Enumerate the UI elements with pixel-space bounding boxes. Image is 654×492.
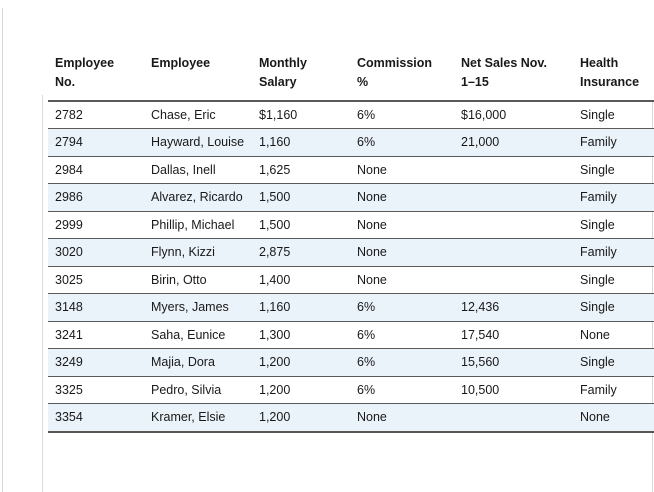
cell-employee[interactable]: Phillip, Michael [144, 211, 252, 239]
column-header-employee: Employee [144, 0, 252, 102]
table-row[interactable]: 2794 Hayward, Louise 1,160 6% 21,000 Family [48, 128, 654, 157]
cell-commission-pct[interactable]: None [350, 156, 454, 184]
cell-employee-no[interactable]: 2782 [48, 100, 144, 129]
cell-health-insurance[interactable]: Single [573, 100, 654, 129]
table-row[interactable]: 2986 Alvarez, Ricardo 1,500 None Family [48, 183, 654, 212]
cell-health-insurance[interactable]: Single [573, 266, 654, 294]
table-body: 2782 Chase, Eric $1,160 6% $16,000 Single 2794… [48, 100, 654, 433]
table-header-row: Employee No. Employee Monthly Salary Commis… [48, 0, 654, 102]
cell-employee-no[interactable]: 3241 [48, 321, 144, 349]
cell-commission-pct[interactable]: 6% [350, 293, 454, 322]
cell-monthly-salary[interactable]: 1,160 [252, 128, 350, 157]
cell-health-insurance[interactable]: Single [573, 293, 654, 322]
table-row[interactable]: 3025 Birin, Otto 1,400 None Single [48, 266, 654, 294]
cell-commission-pct[interactable]: None [350, 238, 454, 267]
cell-employee[interactable]: Chase, Eric [144, 100, 252, 129]
cell-health-insurance[interactable]: Single [573, 211, 654, 239]
cell-monthly-salary[interactable]: 1,200 [252, 376, 350, 404]
cell-net-sales[interactable] [454, 403, 573, 433]
cell-employee[interactable]: Kramer, Elsie [144, 403, 252, 433]
cell-monthly-salary[interactable]: 1,160 [252, 293, 350, 322]
cell-employee-no[interactable]: 2984 [48, 156, 144, 184]
cell-employee-no[interactable]: 2794 [48, 128, 144, 157]
cell-health-insurance[interactable]: Family [573, 183, 654, 212]
cell-health-insurance[interactable]: None [573, 403, 654, 433]
cell-monthly-salary[interactable]: 1,400 [252, 266, 350, 294]
column-header-commission-pct: Commission % [350, 0, 454, 102]
cell-employee[interactable]: Hayward, Louise [144, 128, 252, 157]
cell-employee-no[interactable]: 3325 [48, 376, 144, 404]
cell-commission-pct[interactable]: 6% [350, 321, 454, 349]
table-row[interactable]: 3148 Myers, James 1,160 6% 12,436 Single [48, 293, 654, 322]
cell-health-insurance[interactable]: None [573, 321, 654, 349]
cell-monthly-salary[interactable]: 1,625 [252, 156, 350, 184]
cell-employee-no[interactable]: 2986 [48, 183, 144, 212]
table-row[interactable]: 2999 Phillip, Michael 1,500 None Single [48, 211, 654, 239]
cell-employee[interactable]: Saha, Eunice [144, 321, 252, 349]
cell-net-sales[interactable]: $16,000 [454, 100, 573, 129]
cell-net-sales[interactable] [454, 183, 573, 212]
cell-employee[interactable]: Majia, Dora [144, 348, 252, 377]
cell-employee[interactable]: Myers, James [144, 293, 252, 322]
cell-commission-pct[interactable]: 6% [350, 128, 454, 157]
table-row[interactable]: 3354 Kramer, Elsie 1,200 None None [48, 403, 654, 433]
margin-guide-line [42, 95, 43, 492]
cell-monthly-salary[interactable]: 1,500 [252, 183, 350, 212]
cell-net-sales[interactable] [454, 238, 573, 267]
table-row[interactable]: 3241 Saha, Eunice 1,300 6% 17,540 None [48, 321, 654, 349]
table-row[interactable]: 3325 Pedro, Silvia 1,200 6% 10,500 Family [48, 376, 654, 404]
cell-employee[interactable]: Alvarez, Ricardo [144, 183, 252, 212]
table-header: Employee No. Employee Monthly Salary Commis… [48, 0, 654, 102]
cell-net-sales[interactable]: 21,000 [454, 128, 573, 157]
column-header-employee-no: Employee No. [48, 0, 144, 102]
cell-health-insurance[interactable]: Family [573, 376, 654, 404]
cell-employee-no[interactable]: 3025 [48, 266, 144, 294]
cell-net-sales[interactable]: 12,436 [454, 293, 573, 322]
page-left-edge-line [2, 8, 3, 492]
cell-monthly-salary[interactable]: 1,500 [252, 211, 350, 239]
cell-net-sales[interactable]: 10,500 [454, 376, 573, 404]
cell-health-insurance[interactable]: Family [573, 128, 654, 157]
cell-commission-pct[interactable]: 6% [350, 348, 454, 377]
cell-monthly-salary[interactable]: 1,200 [252, 403, 350, 433]
cell-employee-no[interactable]: 2999 [48, 211, 144, 239]
cell-employee-no[interactable]: 3148 [48, 293, 144, 322]
column-header-net-sales: Net Sales Nov. 1–15 [454, 0, 573, 102]
cell-monthly-salary[interactable]: $1,160 [252, 100, 350, 129]
table-row[interactable]: 3249 Majia, Dora 1,200 6% 15,560 Single [48, 348, 654, 377]
table-row[interactable]: 3020 Flynn, Kizzi 2,875 None Family [48, 238, 654, 267]
cell-commission-pct[interactable]: None [350, 403, 454, 433]
cell-employee-no[interactable]: 3249 [48, 348, 144, 377]
cell-net-sales[interactable] [454, 211, 573, 239]
cell-health-insurance[interactable]: Single [573, 348, 654, 377]
employee-table: Employee No. Employee Monthly Salary Commis… [48, 0, 654, 433]
cell-commission-pct[interactable]: 6% [350, 100, 454, 129]
cell-employee[interactable]: Flynn, Kizzi [144, 238, 252, 267]
cell-commission-pct[interactable]: None [350, 183, 454, 212]
cell-employee-no[interactable]: 3020 [48, 238, 144, 267]
table-row[interactable]: 2984 Dallas, Inell 1,625 None Single [48, 156, 654, 184]
cell-commission-pct[interactable]: None [350, 266, 454, 294]
column-header-health-insurance: Health Insurance [573, 0, 654, 102]
cell-net-sales[interactable]: 17,540 [454, 321, 573, 349]
cell-health-insurance[interactable]: Single [573, 156, 654, 184]
cell-monthly-salary[interactable]: 1,200 [252, 348, 350, 377]
cell-employee[interactable]: Dallas, Inell [144, 156, 252, 184]
column-header-monthly-salary: Monthly Salary [252, 0, 350, 102]
cell-employee[interactable]: Birin, Otto [144, 266, 252, 294]
cell-monthly-salary[interactable]: 1,300 [252, 321, 350, 349]
cell-health-insurance[interactable]: Family [573, 238, 654, 267]
table-row[interactable]: 2782 Chase, Eric $1,160 6% $16,000 Single [48, 100, 654, 129]
cell-net-sales[interactable] [454, 156, 573, 184]
cell-net-sales[interactable] [454, 266, 573, 294]
cell-commission-pct[interactable]: 6% [350, 376, 454, 404]
cell-monthly-salary[interactable]: 2,875 [252, 238, 350, 267]
cell-employee-no[interactable]: 3354 [48, 403, 144, 433]
cell-employee[interactable]: Pedro, Silvia [144, 376, 252, 404]
cell-net-sales[interactable]: 15,560 [454, 348, 573, 377]
cell-commission-pct[interactable]: None [350, 211, 454, 239]
